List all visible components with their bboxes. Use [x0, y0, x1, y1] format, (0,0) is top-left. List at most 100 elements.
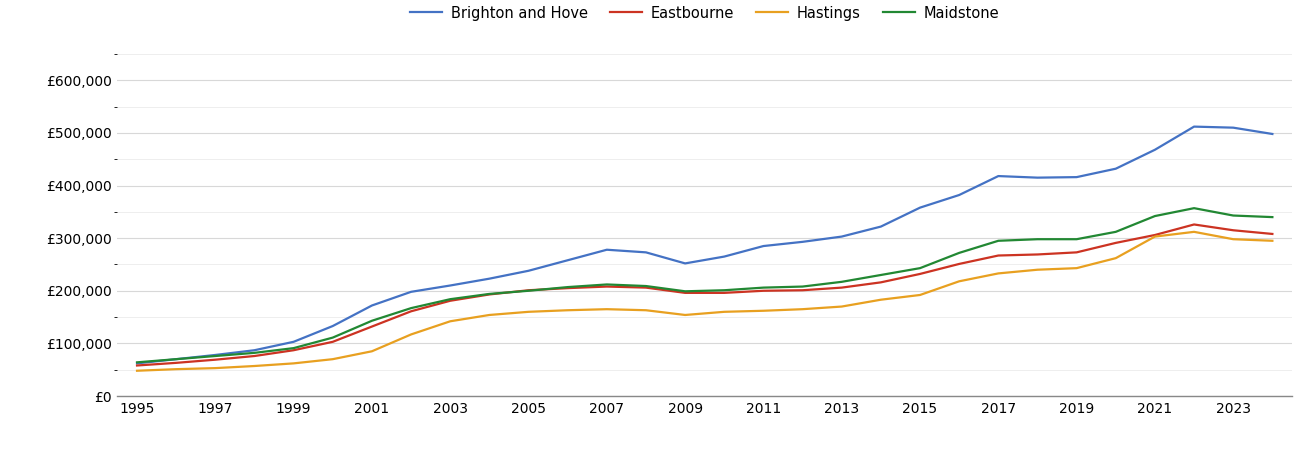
- Maidstone: [286, 346, 301, 351]
- Hastings: [716, 309, 732, 315]
- Maidstone: [403, 306, 419, 311]
- Brighton and Hove: [129, 361, 145, 366]
- Eastbourne: [912, 271, 928, 277]
- Hastings: [1108, 256, 1124, 261]
- Line: Hastings: Hastings: [137, 232, 1272, 371]
- Hastings: [795, 306, 810, 312]
- Hastings: [677, 312, 693, 318]
- Line: Brighton and Hove: Brighton and Hove: [137, 126, 1272, 364]
- Maidstone: [951, 250, 967, 256]
- Hastings: [912, 292, 928, 298]
- Brighton and Hove: [599, 247, 615, 252]
- Brighton and Hove: [442, 283, 458, 288]
- Eastbourne: [1147, 232, 1163, 238]
- Maidstone: [912, 266, 928, 271]
- Hastings: [129, 368, 145, 373]
- Brighton and Hove: [873, 224, 889, 230]
- Maidstone: [795, 284, 810, 289]
- Hastings: [638, 307, 654, 313]
- Eastbourne: [873, 279, 889, 285]
- Brighton and Hove: [912, 205, 928, 210]
- Hastings: [403, 332, 419, 337]
- Hastings: [521, 309, 536, 315]
- Maidstone: [1225, 213, 1241, 218]
- Maidstone: [482, 291, 497, 297]
- Eastbourne: [1225, 228, 1241, 233]
- Eastbourne: [1186, 222, 1202, 227]
- Hastings: [1069, 266, 1084, 271]
- Hastings: [599, 306, 615, 312]
- Maidstone: [442, 297, 458, 302]
- Maidstone: [677, 288, 693, 294]
- Hastings: [482, 312, 497, 318]
- Eastbourne: [442, 298, 458, 303]
- Hastings: [1265, 238, 1280, 243]
- Brighton and Hove: [951, 192, 967, 198]
- Eastbourne: [207, 357, 223, 362]
- Hastings: [364, 349, 380, 354]
- Hastings: [442, 319, 458, 324]
- Brighton and Hove: [207, 352, 223, 358]
- Brighton and Hove: [716, 254, 732, 259]
- Brighton and Hove: [247, 347, 262, 353]
- Maidstone: [756, 285, 771, 290]
- Eastbourne: [951, 261, 967, 267]
- Eastbourne: [560, 285, 576, 291]
- Eastbourne: [1030, 252, 1045, 257]
- Brighton and Hove: [1147, 147, 1163, 153]
- Brighton and Hove: [560, 257, 576, 263]
- Brighton and Hove: [482, 276, 497, 281]
- Eastbourne: [599, 284, 615, 289]
- Eastbourne: [795, 288, 810, 293]
- Brighton and Hove: [1265, 131, 1280, 137]
- Eastbourne: [247, 353, 262, 359]
- Hastings: [168, 366, 184, 372]
- Eastbourne: [638, 285, 654, 290]
- Brighton and Hove: [756, 243, 771, 249]
- Hastings: [873, 297, 889, 302]
- Eastbourne: [756, 288, 771, 293]
- Brighton and Hove: [325, 323, 341, 328]
- Brighton and Hove: [677, 261, 693, 266]
- Hastings: [990, 271, 1006, 276]
- Brighton and Hove: [1186, 124, 1202, 129]
- Hastings: [247, 363, 262, 369]
- Brighton and Hove: [1069, 175, 1084, 180]
- Maidstone: [1030, 237, 1045, 242]
- Hastings: [1147, 234, 1163, 239]
- Brighton and Hove: [1108, 166, 1124, 171]
- Maidstone: [1147, 213, 1163, 219]
- Hastings: [207, 365, 223, 371]
- Hastings: [325, 356, 341, 362]
- Eastbourne: [403, 309, 419, 314]
- Maidstone: [168, 356, 184, 362]
- Eastbourne: [1265, 231, 1280, 237]
- Maidstone: [834, 279, 850, 284]
- Maidstone: [1108, 229, 1124, 234]
- Eastbourne: [286, 347, 301, 353]
- Eastbourne: [129, 363, 145, 368]
- Brighton and Hove: [521, 268, 536, 274]
- Maidstone: [873, 272, 889, 278]
- Brighton and Hove: [286, 339, 301, 345]
- Line: Eastbourne: Eastbourne: [137, 225, 1272, 365]
- Maidstone: [129, 360, 145, 365]
- Hastings: [951, 279, 967, 284]
- Hastings: [756, 308, 771, 314]
- Brighton and Hove: [1225, 125, 1241, 130]
- Maidstone: [207, 353, 223, 359]
- Maidstone: [325, 335, 341, 340]
- Maidstone: [560, 284, 576, 290]
- Brighton and Hove: [834, 234, 850, 239]
- Maidstone: [1186, 206, 1202, 211]
- Eastbourne: [325, 339, 341, 345]
- Brighton and Hove: [403, 289, 419, 294]
- Eastbourne: [364, 324, 380, 329]
- Line: Maidstone: Maidstone: [137, 208, 1272, 362]
- Hastings: [1030, 267, 1045, 272]
- Maidstone: [1069, 237, 1084, 242]
- Hastings: [1186, 229, 1202, 234]
- Eastbourne: [1069, 250, 1084, 255]
- Maidstone: [638, 284, 654, 289]
- Brighton and Hove: [364, 303, 380, 308]
